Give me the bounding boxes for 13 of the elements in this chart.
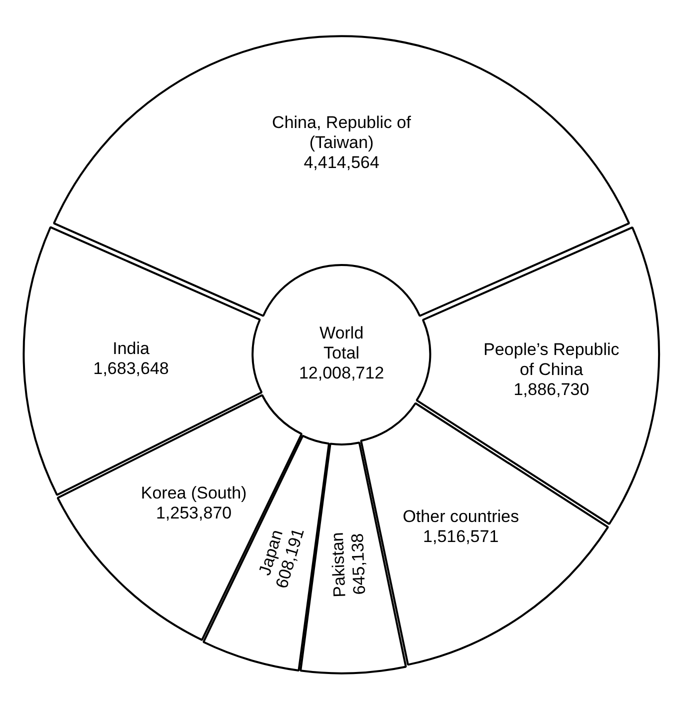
data-label: 1,516,571: [423, 527, 499, 546]
slice-label: Other countries: [402, 507, 519, 526]
slice-label: India: [112, 338, 150, 358]
data-label: 1,886,730: [514, 380, 590, 400]
slice-label: Korea (South): [140, 484, 247, 503]
data-label: 645,138: [348, 532, 370, 596]
data-label: 1,683,648: [93, 358, 169, 378]
text: World Total 12,008,712: [298, 324, 384, 383]
slice-label: People’s Republic of China: [483, 340, 620, 380]
slice-label: Pakistan: [328, 532, 350, 598]
slice-label: China, Republic of (Taiwan): [272, 113, 412, 152]
data-label: 4,414,564: [304, 153, 380, 172]
data-label: 1,253,870: [156, 504, 232, 523]
